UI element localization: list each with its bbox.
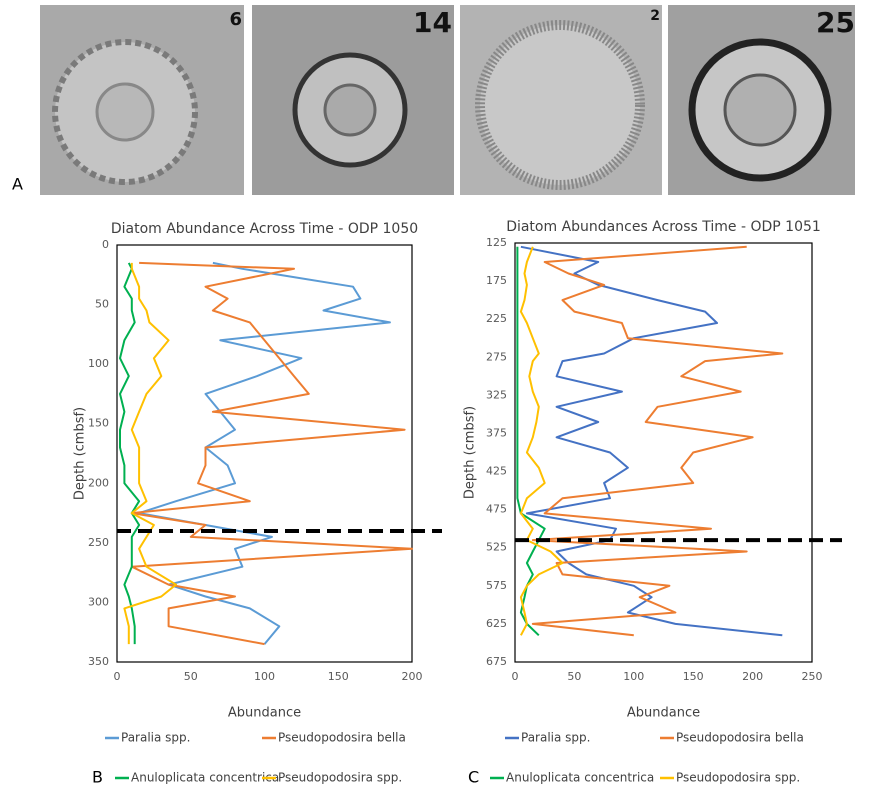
legend-label: Anuloplicata concentrica	[506, 771, 654, 785]
x-tick-label: 100	[254, 670, 275, 683]
series-line	[531, 245, 784, 637]
x-tick-label: 50	[184, 670, 198, 683]
legend-label: Pseudopodosira bella	[278, 731, 406, 745]
image-label: 14	[413, 6, 452, 39]
x-tick-label: 0	[114, 670, 121, 683]
legend-label: Pseudopodosira spp.	[278, 771, 402, 785]
x-axis-label: Abundance	[627, 706, 700, 721]
series-line	[138, 261, 391, 645]
y-tick-label: 350	[88, 655, 109, 668]
series-line	[130, 261, 413, 646]
chart-title: Diatom Abundances Across Time - ODP 1051	[506, 219, 821, 235]
diatom-center	[723, 73, 797, 147]
x-tick-label: 50	[567, 670, 581, 683]
x-tick-label: 150	[683, 670, 704, 683]
y-tick-label: 675	[486, 655, 507, 668]
x-tick-label: 0	[512, 670, 519, 683]
plot-frame	[514, 242, 813, 663]
y-tick-label: 325	[486, 388, 507, 401]
diatom-center	[95, 82, 155, 142]
y-tick-label: 300	[88, 595, 109, 608]
y-tick-label: 250	[88, 536, 109, 549]
x-tick-label: 100	[623, 670, 644, 683]
x-axis-label: Abundance	[228, 706, 301, 721]
x-tick-label: 200	[742, 670, 763, 683]
y-tick-label: 625	[486, 617, 507, 630]
diatom-center	[323, 83, 377, 137]
y-tick-label: 125	[486, 236, 507, 249]
y-tick-label: 425	[486, 465, 507, 478]
y-axis-label: Depth (cmbsf)	[73, 407, 88, 500]
y-tick-label: 525	[486, 541, 507, 554]
y-tick-label: 150	[88, 417, 109, 430]
panel-label: C	[468, 768, 479, 787]
panel-label: A	[12, 175, 23, 194]
y-tick-label: 100	[88, 357, 109, 370]
legend-label: Paralia spp.	[121, 731, 190, 745]
diatom	[475, 20, 645, 190]
series-line	[520, 245, 783, 637]
micrographs: 6 14 2 25	[40, 5, 855, 195]
y-axis-label: Depth (cmbsf)	[463, 406, 478, 499]
y-tick-label: 175	[486, 274, 507, 287]
plot-frame	[116, 244, 413, 663]
image-label: 6	[229, 9, 242, 30]
legend-label: Pseudopodosira spp.	[676, 771, 800, 785]
x-tick-label: 250	[802, 670, 823, 683]
chart-title: Diatom Abundance Across Time - ODP 1050	[111, 221, 418, 237]
y-tick-label: 225	[486, 312, 507, 325]
image-label: 25	[816, 6, 855, 39]
legend-label: Anuloplicata concentrica	[131, 771, 279, 785]
legend-label: Pseudopodosira bella	[676, 731, 804, 745]
x-tick-label: 200	[402, 670, 423, 683]
y-tick-label: 50	[95, 298, 109, 311]
series-line	[516, 246, 546, 637]
x-tick-label: 150	[328, 670, 349, 683]
y-tick-label: 575	[486, 579, 507, 592]
series-line	[519, 246, 564, 636]
image-label: 2	[650, 8, 660, 24]
y-tick-label: 200	[88, 476, 109, 489]
y-tick-label: 475	[486, 503, 507, 516]
panel-label: B	[92, 768, 103, 787]
series-line	[119, 262, 141, 645]
y-tick-label: 0	[102, 238, 109, 251]
legend-label: Paralia spp.	[521, 731, 590, 745]
y-tick-label: 275	[486, 350, 507, 363]
y-tick-label: 375	[486, 426, 507, 439]
series-line	[123, 262, 177, 645]
